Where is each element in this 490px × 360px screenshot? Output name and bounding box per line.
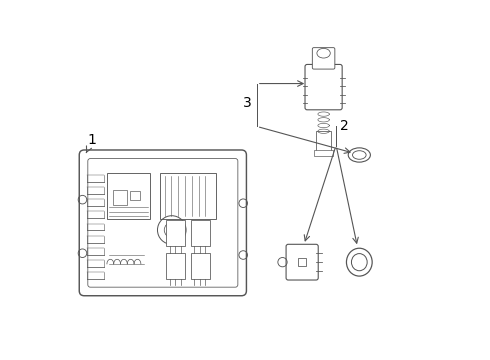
FancyBboxPatch shape <box>286 244 318 280</box>
Bar <box>130 191 140 200</box>
Bar <box>107 173 149 219</box>
Ellipse shape <box>351 253 367 271</box>
Bar <box>113 190 127 205</box>
Bar <box>167 220 185 246</box>
Text: 1: 1 <box>86 133 97 153</box>
FancyBboxPatch shape <box>305 64 342 110</box>
Bar <box>314 150 333 156</box>
Text: 2: 2 <box>340 120 348 134</box>
Bar <box>316 131 331 151</box>
Ellipse shape <box>348 148 370 162</box>
Bar <box>298 258 306 266</box>
Ellipse shape <box>317 48 330 58</box>
Bar <box>160 173 216 219</box>
Ellipse shape <box>352 151 366 159</box>
Bar <box>191 253 210 279</box>
Ellipse shape <box>346 248 372 276</box>
Bar <box>191 220 210 246</box>
Text: 3: 3 <box>243 96 251 110</box>
FancyBboxPatch shape <box>79 150 246 296</box>
FancyBboxPatch shape <box>88 158 238 287</box>
FancyBboxPatch shape <box>312 48 335 69</box>
Bar <box>167 253 185 279</box>
